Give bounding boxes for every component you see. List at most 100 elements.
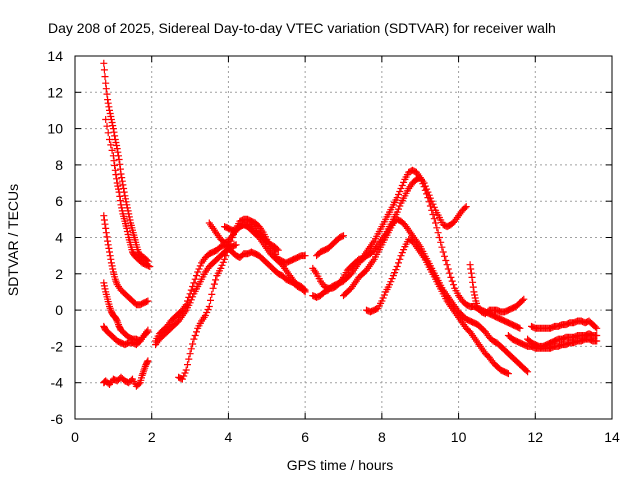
data-point-marker [102, 85, 110, 93]
data-point-marker [190, 279, 198, 287]
data-point-marker [515, 324, 523, 332]
data-point-marker [421, 186, 429, 194]
data-point-marker [104, 99, 112, 107]
data-point-marker [593, 324, 601, 332]
data-point-marker [111, 132, 119, 140]
data-point-marker [122, 198, 130, 206]
data-point-marker [109, 265, 117, 273]
series-track-5 [100, 322, 152, 349]
y-tick-label: 12 [47, 84, 63, 100]
series-track-8 [152, 244, 232, 349]
y-axis-label: SDTVAR / TECUs [5, 184, 21, 296]
data-point-marker [115, 156, 123, 163]
data-point-marker [100, 59, 108, 67]
data-point-marker [393, 194, 401, 202]
data-point-marker [522, 367, 530, 375]
data-point-marker [433, 224, 441, 232]
data-point-marker [393, 208, 401, 216]
data-point-marker [106, 248, 113, 256]
data-point-marker [469, 278, 477, 286]
data-point-marker [432, 219, 440, 227]
data-point-marker [203, 309, 211, 316]
data-point-marker [450, 281, 457, 289]
data-point-marker [442, 257, 450, 264]
data-point-marker [400, 246, 408, 254]
x-tick-label: 0 [71, 429, 79, 445]
data-point-marker [115, 188, 123, 196]
series-track-19 [504, 332, 601, 352]
data-point-marker [102, 229, 110, 237]
data-point-marker [135, 380, 143, 388]
data-point-marker [429, 211, 437, 218]
data-point-marker [416, 174, 424, 182]
x-tick-label: 8 [378, 429, 386, 445]
x-axis-label: GPS time / hours [287, 457, 394, 473]
data-point-marker [185, 355, 193, 363]
data-point-marker [425, 198, 433, 206]
series-track-11 [221, 221, 282, 254]
data-point-marker [114, 148, 122, 156]
data-point-marker [190, 335, 198, 343]
data-point-marker [104, 129, 112, 137]
data-point-marker [470, 288, 478, 296]
data-point-marker [194, 268, 202, 276]
data-point-marker [380, 291, 388, 299]
data-point-marker [196, 262, 204, 270]
data-point-marker [193, 272, 200, 280]
data-point-marker [386, 281, 393, 289]
data-point-marker [593, 332, 601, 339]
y-tick-label: 2 [55, 266, 63, 282]
x-tick-label: 14 [604, 429, 620, 445]
data-point-marker [435, 234, 443, 241]
data-point-marker [193, 328, 200, 336]
data-point-marker [393, 263, 401, 270]
data-point-marker [504, 370, 512, 378]
data-point-marker [112, 139, 120, 146]
data-point-marker [106, 136, 113, 143]
y-tick-label: -2 [51, 338, 64, 354]
data-point-marker [189, 293, 197, 301]
data-point-marker [101, 73, 109, 81]
series-track-1 [100, 59, 152, 265]
data-point-marker [398, 249, 406, 257]
data-point-marker [180, 372, 188, 380]
x-tick-label: 4 [225, 429, 233, 445]
series-track-18 [466, 261, 528, 318]
data-point-marker [516, 324, 524, 332]
data-point-marker [378, 297, 386, 305]
data-point-marker [212, 276, 220, 284]
data-point-marker [106, 110, 114, 117]
data-points [100, 59, 601, 390]
data-point-marker [467, 265, 475, 273]
data-point-marker [273, 245, 281, 253]
data-point-marker [107, 259, 115, 267]
data-point-marker [189, 340, 197, 348]
data-point-marker [209, 284, 217, 292]
data-point-marker [428, 206, 436, 214]
data-point-marker [187, 345, 195, 353]
data-point-marker [301, 288, 309, 296]
data-point-marker [524, 368, 532, 376]
data-point-marker [396, 202, 404, 210]
data-point-marker [187, 296, 195, 304]
data-point-marker [274, 246, 282, 254]
x-tick-label: 2 [148, 429, 156, 445]
series-track-17 [340, 215, 532, 376]
data-point-marker [389, 272, 397, 280]
data-point-marker [424, 194, 432, 202]
data-point-marker [395, 205, 402, 213]
data-point-marker [398, 182, 406, 189]
data-point-marker [184, 361, 191, 369]
y-tick-label: 4 [55, 230, 63, 246]
data-point-marker [143, 358, 151, 366]
data-point-marker [301, 252, 309, 260]
data-point-marker [144, 357, 152, 365]
data-point-marker [118, 204, 126, 212]
data-point-marker [232, 241, 240, 249]
x-tick-label: 6 [301, 429, 309, 445]
data-point-marker [443, 261, 451, 269]
data-point-marker [379, 294, 387, 302]
data-point-marker [117, 201, 125, 209]
data-point-marker [123, 228, 131, 235]
data-point-marker [108, 146, 116, 154]
